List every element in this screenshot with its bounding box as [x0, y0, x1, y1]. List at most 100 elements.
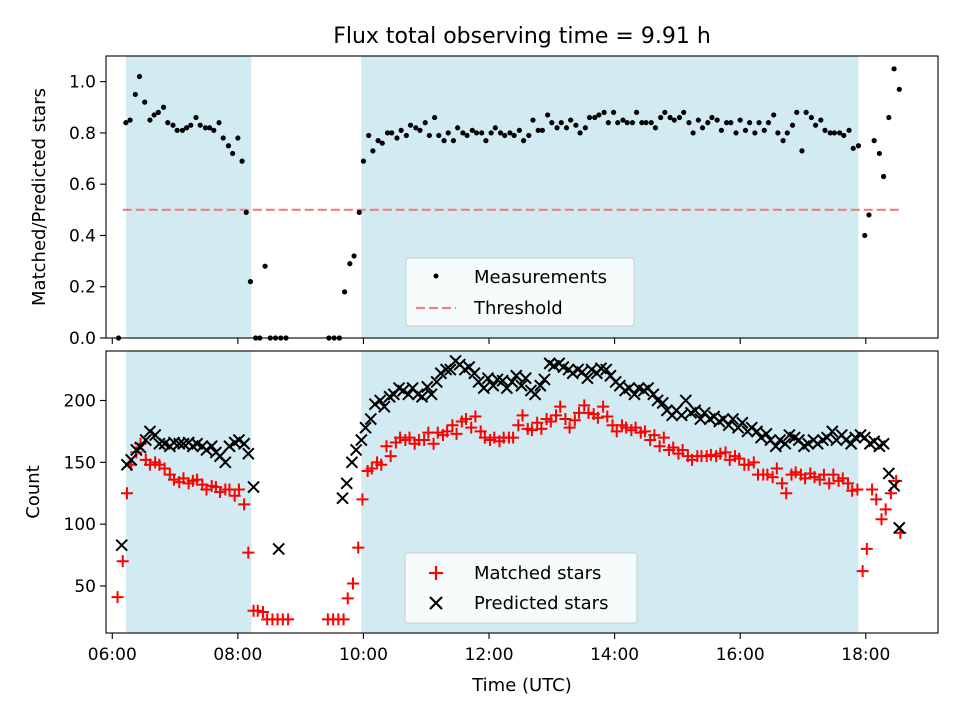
matched-star-point [535, 422, 548, 435]
x-tick-label: 18:00 [841, 645, 890, 665]
measurement-point [488, 130, 494, 136]
matched-star-point [648, 429, 661, 442]
predicted-star-point [242, 447, 255, 460]
measurement-point [123, 120, 129, 126]
matched-star-point [582, 406, 595, 419]
chart-title: Flux total observing time = 9.91 h [333, 24, 711, 49]
measurement-point [723, 120, 730, 126]
measurement-point [262, 263, 268, 269]
matched-star-point [531, 416, 544, 429]
matched-star-point [238, 498, 251, 511]
measurement-point [516, 127, 522, 133]
measurement-point [822, 127, 828, 133]
matched-star-point [418, 434, 431, 447]
matched-star-point [469, 410, 482, 423]
predicted-star-point [468, 367, 481, 380]
measurement-point [652, 125, 659, 131]
measurement-point [520, 138, 527, 144]
measurement-point [220, 135, 226, 141]
measurement-point [582, 125, 588, 131]
matched-star-point [597, 400, 610, 413]
predicted-star-point [745, 421, 758, 434]
predicted-star-point [515, 379, 528, 392]
measurement-point [586, 114, 593, 121]
matched-star-point [232, 483, 245, 496]
matched-star-point [352, 541, 365, 554]
x-tick-label: 10:00 [339, 645, 388, 665]
x-axis-label: Time (UTC) [471, 675, 572, 696]
matched-star-point [638, 425, 651, 438]
measurement-point [662, 109, 668, 115]
predicted-star-point [247, 480, 260, 494]
matched-star-point [657, 431, 670, 444]
predicted-star-point [139, 433, 152, 447]
predicted-star-point [679, 394, 692, 407]
measurement-point [511, 132, 517, 139]
measurement-point [445, 130, 451, 136]
measurement-point [375, 138, 381, 144]
matched-star-point [676, 443, 689, 456]
matched-star-point [116, 555, 129, 568]
measurement-point [211, 127, 217, 133]
legend-threshold-label: Threshold [473, 298, 563, 319]
matched-star-point [719, 446, 732, 459]
measurement-point [818, 117, 824, 123]
y-tick-label: 200 [64, 391, 96, 411]
measurement-point [686, 120, 692, 126]
x-tick-label: 16:00 [716, 645, 765, 665]
top-legend: Measurements Threshold [405, 257, 635, 327]
measurement-point [789, 122, 796, 128]
measurement-point [794, 109, 800, 115]
predicted-star-point [205, 440, 218, 453]
matched-star-point [846, 484, 859, 497]
matched-star-point [168, 473, 181, 486]
predicted-star-point [477, 381, 491, 395]
measurement-point [629, 120, 636, 126]
matched-star-point [653, 440, 666, 453]
matched-star-point [559, 413, 572, 426]
matched-star-point [770, 462, 783, 475]
measurement-point [780, 138, 786, 144]
legend-predicted-label: Predicted stars [474, 593, 608, 614]
predicted-star-point [778, 437, 792, 450]
predicted-star-point [882, 467, 896, 480]
matched-star-point [337, 613, 350, 626]
measurement-point [197, 122, 203, 128]
predicted-star-point [415, 390, 429, 403]
matched-star-point [446, 419, 459, 432]
measurement-point [756, 120, 762, 126]
measurement-point [132, 91, 138, 98]
legend-matched-label: Matched stars [474, 563, 601, 584]
measurement-point [667, 114, 673, 121]
matched-star-point [766, 471, 779, 484]
bottom-y-axis-label: Count [23, 465, 44, 518]
measurement-point [886, 114, 892, 121]
legend-matched-marker [429, 566, 443, 580]
predicted-star-point [736, 416, 749, 429]
predicted-star-point [359, 421, 372, 434]
measurement-point [225, 143, 232, 149]
matched-star-point [714, 447, 727, 460]
measurement-point [243, 209, 249, 215]
predicted-star-point [628, 388, 641, 401]
panel-top-ratio: 0.0 0.2 0.4 0.6 0.8 1.0 Matched/Predicted sta… [29, 55, 939, 349]
measurement-points [115, 66, 902, 341]
matched-star-point [512, 419, 525, 432]
measurement-point [202, 125, 209, 131]
predicted-star-point [811, 437, 824, 450]
predicted-star-point [349, 443, 363, 457]
predicted-star-point [726, 412, 740, 426]
measurement-point [247, 279, 254, 285]
matched-star-point [356, 493, 369, 506]
measurement-point [633, 109, 640, 115]
measurement-point [441, 138, 447, 144]
measurement-point [389, 130, 395, 136]
measurement-point [483, 138, 489, 144]
measurement-point [351, 253, 357, 259]
matched-star-point [789, 466, 802, 479]
measurement-point [784, 130, 790, 136]
measurement-point [643, 120, 649, 126]
measurement-point [610, 109, 617, 115]
matched-star-point [610, 425, 623, 438]
